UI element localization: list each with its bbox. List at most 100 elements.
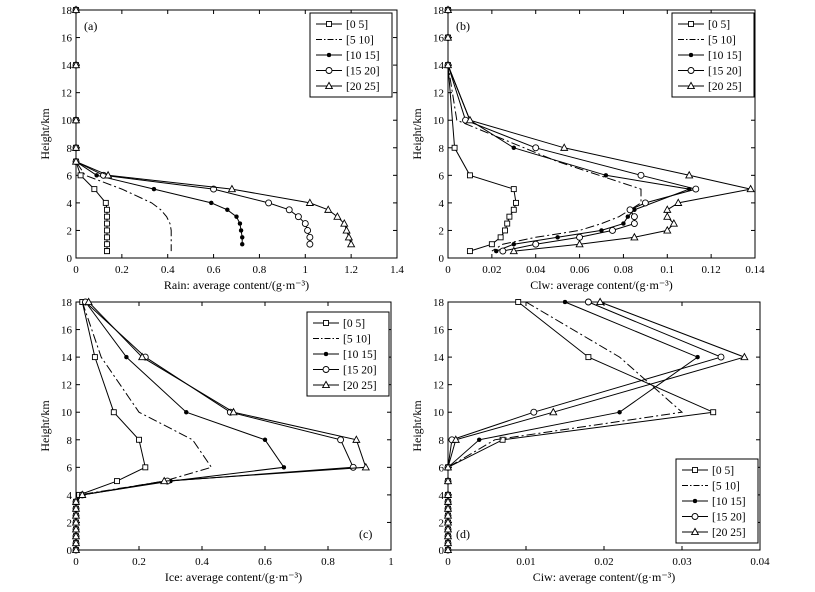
data-point [71,545,81,554]
chart-panel-4: 0 0.01 0.02 0.03 0.04 0 2 4 6 8 10 12 14 16 18 Ciw: ave… [410,297,770,584]
y-tick-label: 0 [439,545,445,557]
y-tick-label: 10 [433,407,445,419]
data-point [443,60,453,69]
series-line [447,10,698,252]
series-line [75,10,172,252]
data-point [160,476,169,485]
legend-marker [686,81,696,90]
y-tick-label: 12 [433,88,444,100]
y-tick-label: 4 [439,490,445,502]
series-line [447,301,716,550]
data-point [562,299,568,305]
data-point [352,435,361,443]
data-point [630,220,638,228]
data-point [625,214,631,219]
data-point [585,354,592,361]
data-point [142,464,149,471]
x-tick-label: 0.2 [132,556,146,568]
legend-entry: [20 25] [712,527,746,539]
y-tick-label: 6 [439,462,445,474]
series-2 [75,10,172,252]
data-point [262,437,268,443]
data-point [104,241,110,248]
legend: [0 5] [5 10] [10 15] [15 20] [20 25] [671,12,755,98]
data-point [104,220,110,227]
data-point [285,206,293,214]
data-point [305,198,315,206]
y-tick-label: 14 [433,60,445,72]
y-tick-label: 8 [67,143,73,155]
series-1 [73,299,149,553]
data-point [77,172,84,179]
y-tick-label: 0 [67,253,73,265]
y-axis-label: Height/km [38,400,52,452]
series-line [447,301,699,550]
x-tick-label: 0.6 [207,264,221,276]
data-point [532,240,540,248]
legend: [0 5] [5 10] [10 15] [15 20] [20 25] [309,12,393,98]
legend-box [671,12,755,98]
series-3 [445,299,700,553]
data-point [609,226,616,234]
axes-frame [447,9,756,259]
data-point [511,145,517,151]
data-point [137,352,147,361]
data-point [104,234,110,241]
y-tick-label: 12 [61,380,72,392]
legend-marker [322,366,330,373]
x-axis-label: Rain: average content/(g·m⁻³) [164,278,309,292]
legend-marker [326,52,332,58]
data-point [740,352,749,361]
data-point [451,144,458,151]
x-tick-label: 1.4 [390,264,404,276]
y-tick-label: 14 [433,352,445,364]
legend-entry: [15 20] [708,66,742,78]
data-point [102,199,109,206]
data-point [603,173,609,178]
y-tick-label: 18 [61,297,73,309]
data-point [113,478,120,485]
axes-frame [75,301,392,551]
data-point [641,199,649,207]
legend-marker [687,67,695,74]
data-point [499,247,507,255]
data-point [530,408,538,416]
y-tick-label: 4 [439,198,445,210]
y-tick-label: 0 [439,253,445,265]
legend-entry: [20 25] [708,81,742,93]
data-point [324,205,333,213]
data-point [103,170,113,179]
data-point [306,233,314,241]
panel-label: (d) [456,527,470,541]
series-5 [71,5,356,248]
series-5 [71,297,370,554]
data-point [110,409,117,416]
x-tick-label: 1 [388,556,394,568]
data-point [78,490,87,498]
data-point [227,184,237,193]
y-tick-label: 18 [433,5,445,17]
y-tick-label: 14 [61,352,73,364]
data-point [71,5,81,14]
y-tick-label: 6 [67,170,73,182]
legend-entry: [0 5] [708,19,730,31]
y-tick-label: 18 [433,297,445,309]
y-tick-label: 2 [439,225,445,237]
data-point [595,297,605,306]
data-point [443,462,453,471]
legend-entry: [0 5] [346,19,368,31]
y-tick-label: 10 [61,115,73,127]
data-point [151,186,157,192]
x-tick-label: 0.03 [672,556,692,568]
data-point [746,184,755,193]
x-tick-label: 0.04 [526,264,546,276]
x-tick-label: 0.4 [195,556,209,568]
data-point [337,436,345,444]
data-point [304,226,312,234]
x-tick-label: 0 [73,556,79,568]
legend-entry: [5 10] [343,334,371,346]
y-tick-label: 0 [67,545,73,557]
y-axis-label: Height/km [38,108,52,160]
legend-entry: [0 5] [712,465,734,477]
